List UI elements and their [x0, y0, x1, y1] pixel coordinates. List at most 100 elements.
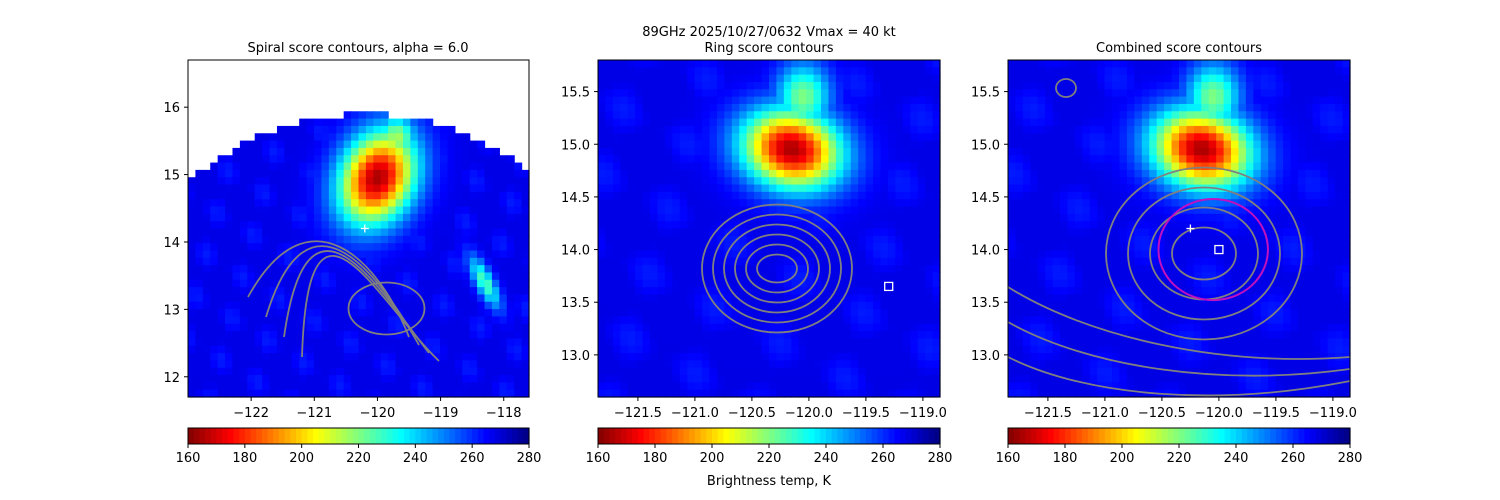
heatmap-cell [679, 169, 688, 178]
x-tick-label: −122 [233, 406, 269, 421]
heatmap-cell [702, 147, 711, 156]
heatmap-cell [709, 338, 718, 347]
heatmap-cell [709, 221, 718, 230]
heatmap-cell [188, 367, 197, 376]
heatmap-cell [880, 140, 889, 149]
heatmap-cell [306, 316, 315, 325]
heatmap-cell [321, 199, 330, 208]
heatmap-cell [1119, 353, 1128, 361]
colorbar-swatch [227, 428, 235, 444]
colorbar-swatch [250, 428, 257, 444]
heatmap-cell [612, 103, 621, 112]
heatmap-cell [365, 221, 374, 230]
heatmap-cell [440, 338, 449, 347]
heatmap-cell [1037, 243, 1046, 252]
heatmap-cell [887, 316, 896, 325]
heatmap-cell [343, 169, 352, 178]
heatmap-cell [1126, 338, 1135, 347]
heatmap-cell [1082, 265, 1091, 274]
heatmap-cell [521, 331, 530, 339]
heatmap-cell [627, 103, 636, 112]
heatmap-cell [835, 125, 844, 134]
heatmap-cell [716, 191, 725, 200]
heatmap-cell [850, 125, 859, 134]
heatmap-cell [932, 323, 941, 332]
heatmap-cell [679, 323, 688, 332]
heatmap-cell [724, 118, 733, 127]
colorbar-swatch [729, 428, 736, 444]
heatmap-cell [1052, 294, 1061, 303]
heatmap-cell [650, 111, 659, 120]
heatmap-cell [373, 294, 382, 303]
heatmap-cell [902, 103, 911, 112]
heatmap-cell [895, 96, 904, 105]
heatmap-cell [850, 228, 859, 237]
heatmap-cell [806, 279, 815, 288]
heatmap-cell [612, 213, 621, 222]
heatmap-cell [336, 309, 345, 318]
heatmap-cell [1022, 360, 1031, 369]
heatmap-cell [395, 287, 404, 296]
heatmap-cell [1134, 323, 1143, 332]
heatmap-cell [1030, 74, 1039, 83]
heatmap-cell [887, 89, 896, 98]
heatmap-cell [746, 103, 755, 112]
heatmap-cell [454, 199, 463, 208]
heatmap-cell [1082, 206, 1091, 215]
heatmap-cell [650, 89, 659, 98]
heatmap-cell [828, 177, 837, 186]
heatmap-cell [828, 184, 837, 193]
heatmap-cell [880, 323, 889, 332]
heatmap-cell [358, 345, 367, 354]
heatmap-cell [462, 199, 471, 208]
heatmap-cell [843, 60, 852, 68]
heatmap-cell [365, 294, 374, 303]
heatmap-cell [858, 89, 867, 98]
heatmap-cell [210, 162, 219, 171]
heatmap-cell [440, 367, 449, 376]
heatmap-cell [627, 353, 636, 361]
heatmap-cell [440, 375, 449, 383]
heatmap-cell [336, 287, 345, 296]
heatmap-cell [1141, 184, 1150, 193]
heatmap-cell [1104, 103, 1113, 112]
heatmap-cell [477, 177, 486, 186]
heatmap-cell [776, 111, 785, 120]
heatmap-cell [1141, 67, 1150, 76]
heatmap-cell [506, 375, 515, 383]
heatmap-cell [1089, 235, 1098, 244]
heatmap-cell [417, 147, 426, 156]
heatmap-cell [506, 228, 515, 237]
heatmap-cell [1104, 323, 1113, 332]
heatmap-cell [1052, 367, 1061, 376]
heatmap-cell [499, 199, 508, 208]
heatmap-cell [395, 345, 404, 354]
heatmap-cell [716, 103, 725, 112]
heatmap-cell [746, 257, 755, 266]
heatmap-cell [454, 191, 463, 200]
heatmap-cell [791, 60, 800, 68]
heatmap-cell [731, 294, 740, 303]
heatmap-cell [657, 294, 666, 303]
heatmap-cell [202, 338, 211, 347]
heatmap-cell [388, 206, 397, 215]
heatmap-cell [850, 206, 859, 215]
heatmap-cell [1112, 272, 1121, 281]
heatmap-cell [783, 60, 792, 68]
heatmap-cell [731, 206, 740, 215]
heatmap-cell [1082, 382, 1091, 391]
heatmap-cell [1104, 301, 1113, 310]
heatmap-cell [635, 287, 644, 296]
heatmap-cell [672, 177, 681, 186]
heatmap-cell [1037, 111, 1046, 120]
heatmap-cell [865, 147, 874, 156]
heatmap-cell [276, 272, 285, 281]
heatmap-cell [679, 272, 688, 281]
heatmap-cell [395, 118, 404, 127]
heatmap-cell [895, 316, 904, 325]
heatmap-cell [754, 206, 763, 215]
heatmap-cell [635, 367, 644, 376]
heatmap-cell [664, 235, 673, 244]
heatmap-cell [791, 133, 800, 142]
heatmap-cell [724, 184, 733, 193]
